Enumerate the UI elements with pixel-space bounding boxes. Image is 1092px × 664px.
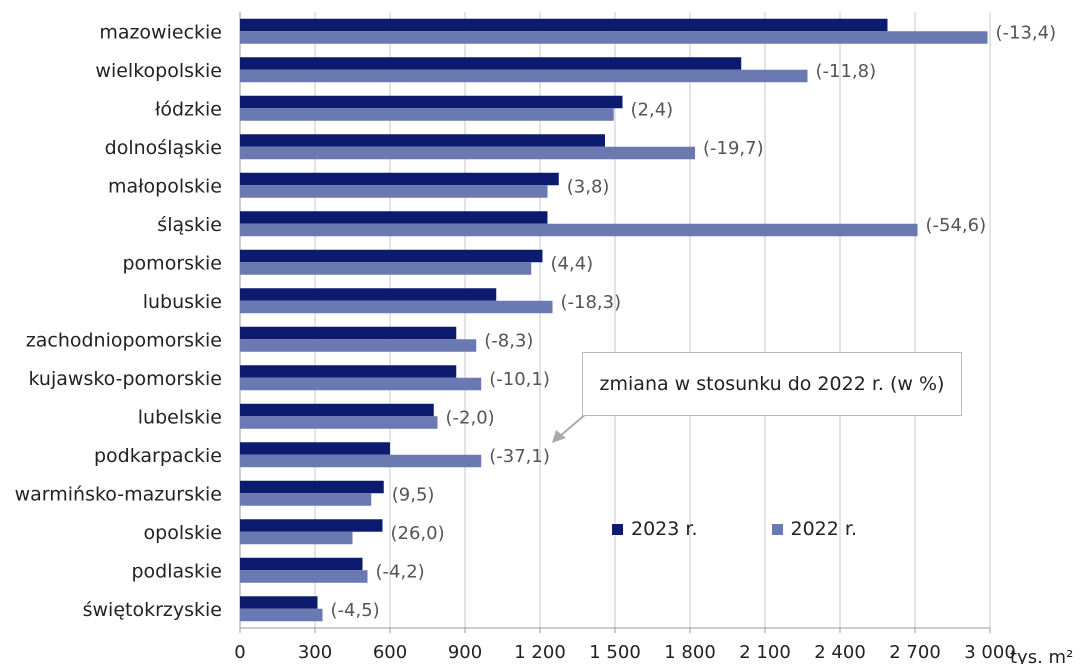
- category-label: dolnośląskie: [105, 137, 222, 159]
- bar-2022: [240, 339, 477, 352]
- annotation-arrow-head: [552, 430, 566, 443]
- change-label: (-2,0): [446, 407, 495, 428]
- bar-2022: [240, 146, 695, 160]
- bar-2023: [240, 403, 434, 417]
- change-label: (2,4): [631, 99, 674, 120]
- category-label: lubelskie: [138, 406, 222, 428]
- x-tick-label: 1 500: [589, 642, 641, 663]
- x-tick-label: 2 100: [739, 642, 791, 663]
- x-tick-label: 300: [298, 642, 332, 663]
- legend: 2023 r. 2022 r.: [612, 518, 857, 540]
- bar-2022: [240, 223, 918, 237]
- legend-item-2023: 2023 r.: [612, 518, 698, 540]
- change-label: (-37,1): [489, 446, 550, 467]
- bar-2022: [240, 31, 988, 44]
- bar-2022: [240, 454, 482, 468]
- x-tick-label: 1 800: [664, 642, 716, 663]
- bar-2023: [240, 211, 548, 224]
- bar-2023: [240, 249, 543, 263]
- bar-2023: [240, 18, 888, 32]
- category-label: podkarpackie: [94, 445, 222, 467]
- bar-2022: [240, 185, 548, 198]
- category-label: kujawsko-pomorskie: [29, 368, 222, 390]
- x-tick-label: 3 000: [964, 642, 1016, 663]
- change-label: (-18,3): [561, 292, 622, 313]
- bar-2022: [240, 69, 808, 83]
- category-label: lubuskie: [143, 291, 222, 313]
- category-label: małopolskie: [108, 175, 222, 197]
- bar-2023: [240, 557, 363, 571]
- change-label: (-4,5): [331, 600, 380, 621]
- bar-2022: [240, 377, 482, 391]
- legend-swatch-2023: [612, 523, 623, 535]
- bar-2022: [240, 300, 553, 314]
- bar-2023: [240, 365, 457, 378]
- legend-item-2022: 2022 r.: [771, 518, 858, 540]
- change-label: (-19,7): [703, 138, 764, 159]
- category-label: warmińsko-mazurskie: [15, 483, 222, 505]
- bar-2023: [240, 57, 742, 70]
- x-tick-label: 0: [234, 642, 245, 663]
- bar-2023: [240, 480, 384, 494]
- x-tick-label: 900: [448, 642, 482, 663]
- bar-2023: [240, 134, 605, 147]
- bar-2022: [240, 493, 372, 506]
- x-tick-label: 1 200: [514, 642, 566, 663]
- legend-label-2022: 2022 r.: [790, 518, 858, 540]
- bar-2023: [240, 326, 457, 340]
- category-label: pomorskie: [123, 252, 223, 274]
- change-annotation-text: zmiana w stosunku do 2022 r. (w %): [599, 373, 945, 395]
- category-label: śląskie: [157, 214, 222, 236]
- bar-2022: [240, 608, 323, 622]
- x-tick-label: 2 400: [814, 642, 866, 663]
- legend-label-2023: 2023 r.: [631, 518, 698, 540]
- change-label: (-54,6): [926, 215, 987, 236]
- x-axis-unit-label: tys. m²: [1010, 647, 1073, 664]
- category-label: podlaskie: [131, 560, 222, 582]
- bar-2023: [240, 95, 623, 109]
- bar-2023: [240, 288, 497, 301]
- bar-2023: [240, 596, 318, 609]
- change-label: (3,8): [567, 176, 610, 197]
- category-label: opolskie: [144, 522, 222, 544]
- bar-2022: [240, 108, 614, 121]
- change-annotation-box: zmiana w stosunku do 2022 r. (w %): [582, 352, 962, 416]
- x-tick-label: 2 700: [889, 642, 941, 663]
- change-label: (26,0): [391, 523, 445, 544]
- x-tick-label: 600: [373, 642, 407, 663]
- bar-2023: [240, 442, 390, 455]
- change-label: (-13,4): [996, 22, 1057, 43]
- category-label: łódzkie: [155, 98, 222, 120]
- change-label: (-10,1): [489, 369, 550, 390]
- change-label: (9,5): [392, 484, 435, 505]
- change-label: (-8,3): [484, 330, 533, 351]
- change-label: (-11,8): [816, 61, 877, 82]
- annotation-arrow-line: [559, 413, 587, 437]
- bar-2022: [240, 416, 438, 429]
- category-label: wielkopolskie: [95, 60, 222, 82]
- bar-2023: [240, 519, 383, 532]
- category-label: mazowieckie: [99, 21, 222, 43]
- bar-2022: [240, 262, 532, 275]
- bar-2022: [240, 531, 353, 545]
- change-label: (-4,2): [376, 561, 425, 582]
- category-label: zachodniopomorskie: [26, 329, 222, 351]
- category-label: świętokrzyskie: [83, 599, 222, 621]
- legend-swatch-2022: [771, 523, 783, 535]
- change-label: (4,4): [551, 253, 594, 274]
- bar-2023: [240, 172, 559, 186]
- bar-2022: [240, 570, 368, 583]
